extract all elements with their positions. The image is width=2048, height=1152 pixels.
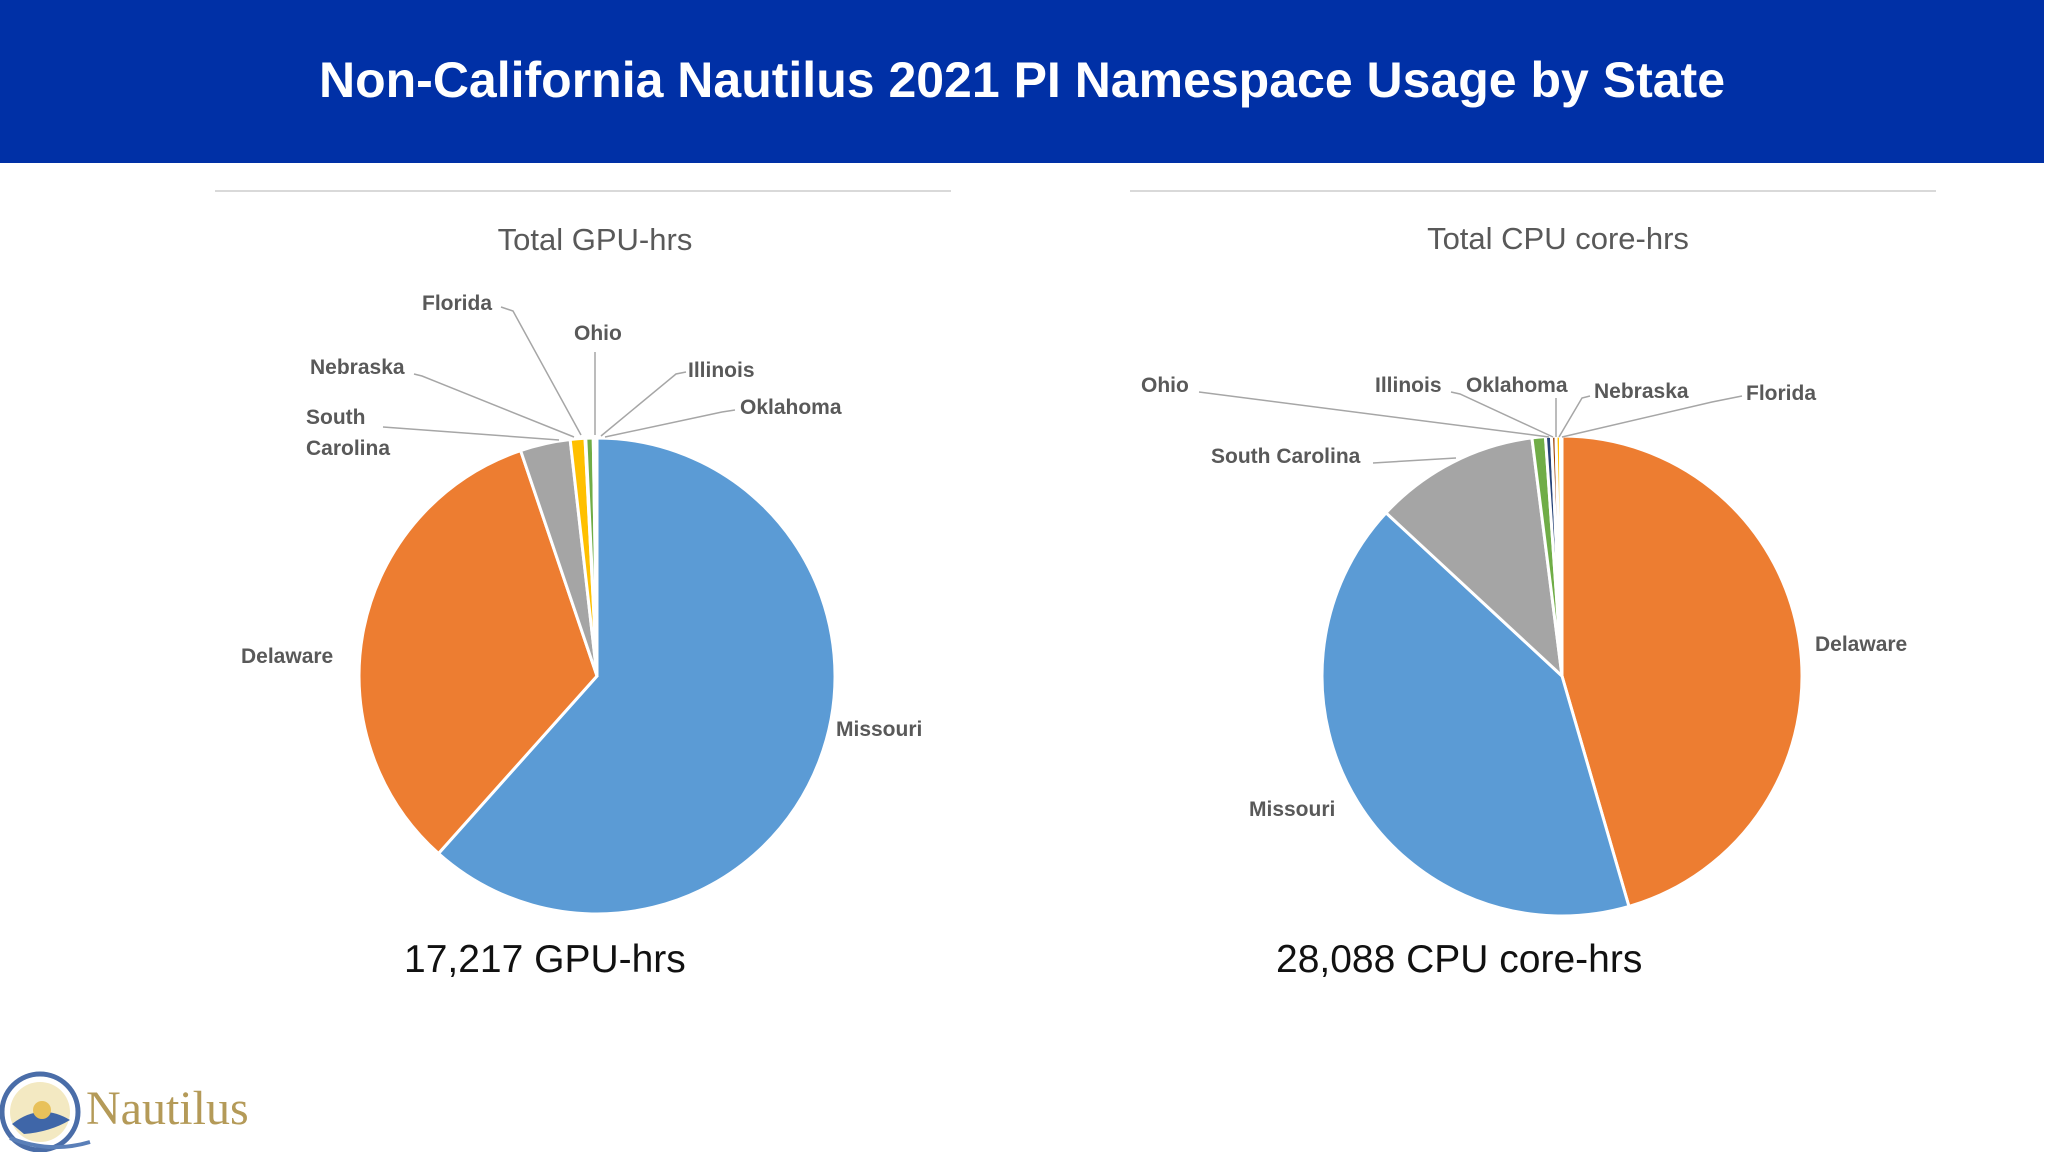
gpu-slice-missouri	[436, 436, 837, 916]
gpu-label-florida: Florida	[422, 292, 492, 315]
gpu-leader-florida	[500, 306, 582, 436]
gpu-label-oklahoma: Oklahoma	[740, 396, 842, 419]
gpu-label-ohio: Ohio	[574, 322, 622, 345]
cpu-total-label: 28,088 CPU core-hrs	[1276, 938, 1643, 981]
cpu-slice-florida	[1558, 434, 1564, 677]
gpu-pie-chart: Total GPU-hrs Missouri Delaware South Carol…	[241, 222, 922, 916]
gpu-label-illinois: Illinois	[688, 359, 755, 382]
cpu-leader-florida	[1561, 395, 1743, 438]
gpu-chart-title: Total GPU-hrs	[498, 222, 693, 257]
gpu-label-delaware: Delaware	[241, 645, 333, 668]
cpu-label-south-carolina: South Carolina	[1211, 445, 1361, 468]
gpu-label-missouri: Missouri	[836, 718, 922, 741]
cpu-leader-illinois	[1450, 391, 1554, 438]
cpu-pie-chart: Total CPU core-hrs Delaware Missouri South…	[1141, 221, 1907, 918]
cpu-slice-missouri	[1320, 510, 1631, 918]
cpu-label-delaware: Delaware	[1815, 633, 1907, 656]
cpu-label-missouri: Missouri	[1249, 798, 1335, 821]
gpu-slice-delaware	[357, 448, 599, 856]
cpu-slice-south-carolina	[1383, 436, 1565, 680]
gpu-leader-oklahoma	[604, 409, 736, 438]
cpu-leader-south-carolina	[1372, 457, 1457, 464]
cpu-chart-title: Total CPU core-hrs	[1427, 221, 1689, 256]
gpu-leader-illinois	[600, 371, 687, 437]
gpu-total-label: 17,217 GPU-hrs	[404, 938, 686, 981]
cpu-leader-ohio	[1198, 391, 1550, 438]
nautilus-logo: Nautilus	[0, 1071, 249, 1152]
cpu-label-illinois: Illinois	[1375, 374, 1442, 397]
gpu-leader-nebraska	[413, 373, 575, 438]
nautilus-logo-emblem	[0, 1071, 91, 1152]
gpu-leader-south-carolina	[382, 426, 560, 441]
cpu-leader-nebraska	[1558, 395, 1591, 438]
nautilus-logo-text: Nautilus	[86, 1082, 249, 1135]
gpu-slice-oklahoma	[594, 436, 599, 677]
cpu-slice-delaware	[1560, 434, 1804, 909]
cpu-label-nebraska: Nebraska	[1594, 380, 1689, 403]
cpu-label-florida: Florida	[1746, 382, 1816, 405]
slide-title: Non-California Nautilus 2021 PI Namespac…	[318, 52, 1726, 108]
title-banner	[0, 0, 2044, 163]
cpu-label-ohio: Ohio	[1141, 374, 1189, 397]
gpu-label-nebraska: Nebraska	[310, 356, 405, 379]
cpu-label-oklahoma: Oklahoma	[1466, 374, 1568, 397]
gpu-label-south-carolina: South Carolina	[306, 406, 390, 460]
